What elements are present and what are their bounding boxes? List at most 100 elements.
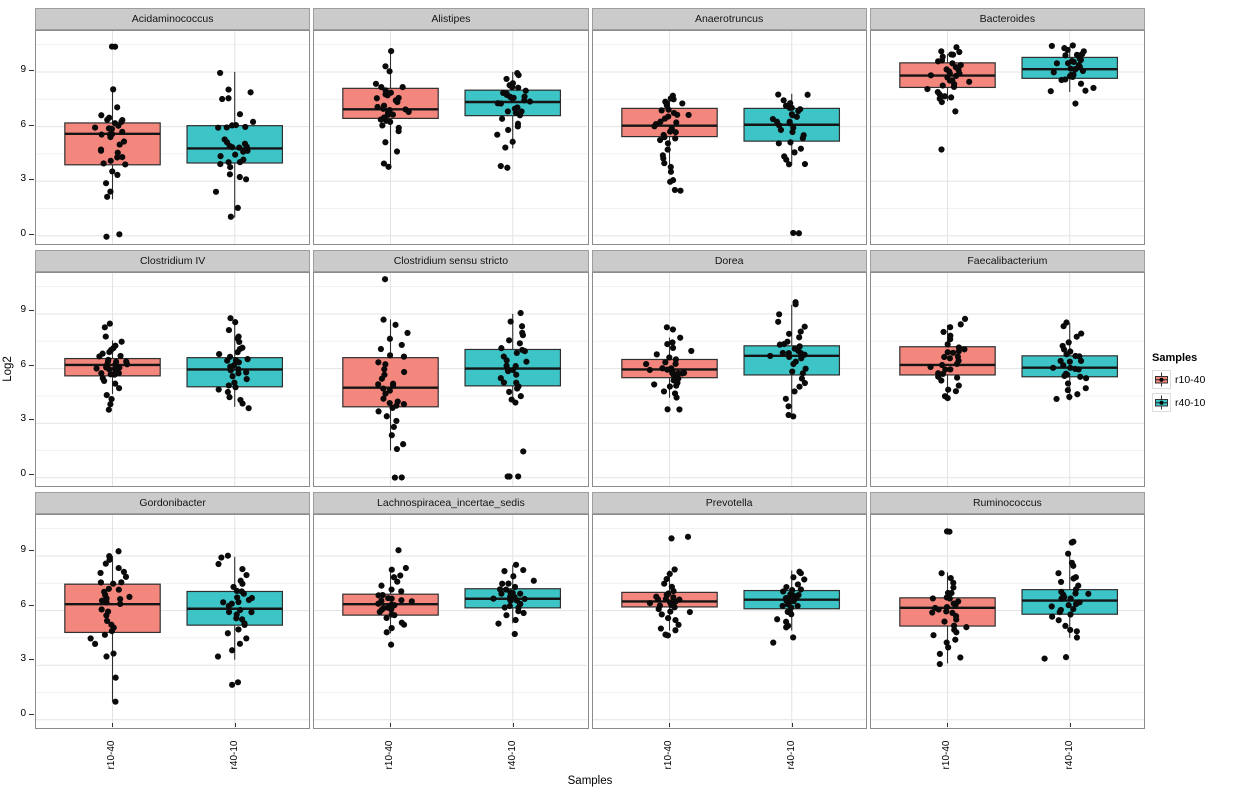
boxplot-plot-area [592, 273, 866, 486]
y-tick-mark [29, 124, 34, 126]
legend-key-boxplot-icon [1152, 393, 1171, 412]
y-tick-label: 9 [20, 303, 26, 315]
facet-strip: Gordonibacter [35, 492, 311, 514]
boxplot-plot-area [36, 515, 310, 728]
boxplot-plot-area [314, 273, 588, 486]
y-tick-label: 3 [20, 173, 26, 185]
y-tick-label: 9 [20, 543, 26, 555]
facet-panel [35, 514, 311, 729]
facet-cell: Gordonibacter [35, 492, 311, 729]
facet-title: Lachnospiracea_incertae_sedis [377, 497, 525, 509]
boxplot-plot-area [592, 515, 866, 728]
facet-strip: Alistipes [313, 8, 589, 30]
y-tick-mark [29, 179, 34, 181]
x-tick-label: r10-40 [384, 740, 396, 770]
facet-title: Anaerotruncus [694, 13, 764, 25]
facet-panel [869, 30, 1145, 245]
y-tick-mark [29, 309, 34, 311]
facet-strip: Bacteroides [869, 8, 1145, 30]
boxplot-plot-area [870, 273, 1144, 486]
facet-panel [869, 514, 1145, 729]
x-tick-label: r40-10 [1063, 740, 1075, 770]
boxplot-plot-area [870, 31, 1144, 244]
y-tick-mark [29, 233, 34, 235]
facet-panel [313, 514, 589, 729]
x-tick-mark [235, 723, 237, 727]
facet-title: Faecalibacterium [967, 255, 1048, 267]
facet-title: Gordonibacter [139, 497, 206, 509]
facet-cell: Dorea [591, 250, 867, 487]
facet-grid: Acidaminococcus Alistipes Anaerotruncus Bac… [35, 8, 1145, 729]
x-tick-mark [513, 723, 515, 727]
facet-panel [591, 30, 867, 245]
x-tick-mark [946, 723, 948, 727]
facet-panel [35, 272, 311, 487]
boxplot-plot-area [36, 273, 310, 486]
x-axis-column: r10-40 r40-10 [313, 723, 588, 800]
facet-strip: Clostridium sensu stricto [313, 250, 589, 272]
facet-cell: Anaerotruncus [591, 8, 867, 245]
facet-title: Ruminococcus [972, 497, 1042, 509]
y-tick-label: 3 [20, 413, 26, 425]
legend-title: Samples [1152, 352, 1198, 364]
legend: Samples r10-40 r40-10 [1152, 352, 1238, 416]
facet-strip: Anaerotruncus [591, 8, 867, 30]
facet-panel [591, 272, 867, 487]
facet-strip: Acidaminococcus [35, 8, 311, 30]
y-tick-mark [29, 419, 34, 421]
facet-strip: Dorea [591, 250, 867, 272]
x-axis-column: r10-40 r40-10 [592, 723, 867, 800]
facet-title: Dorea [714, 255, 744, 267]
y-axis-title-text: Log2 [2, 356, 14, 382]
facet-cell: Faecalibacterium [869, 250, 1145, 487]
y-tick-mark [29, 604, 34, 606]
x-tick-mark [390, 723, 392, 727]
facet-title: Bacteroides [979, 13, 1036, 25]
facet-cell: Clostridium IV [35, 250, 311, 487]
legend-item: r10-40 [1152, 370, 1238, 389]
facet-cell: Bacteroides [869, 8, 1145, 245]
x-axis: r10-40 r40-10 r10-40 r40-10 r10-40 r40-10 r10-… [35, 723, 1145, 800]
y-tick-label: 6 [20, 118, 26, 130]
y-tick-mark [29, 659, 34, 661]
legend-key-boxplot-icon [1152, 370, 1171, 389]
legend-item-label: r10-40 [1175, 373, 1206, 386]
x-tick-mark [668, 723, 670, 727]
x-axis-title: Samples [567, 775, 613, 787]
y-tick-label: 0 [20, 707, 26, 719]
boxplot-plot-area [314, 515, 588, 728]
facet-cell: Lachnospiracea_incertae_sedis [313, 492, 589, 729]
facet-strip: Clostridium IV [35, 250, 311, 272]
boxplot-plot-area [870, 515, 1144, 728]
x-axis-column: r10-40 r40-10 [870, 723, 1145, 800]
y-tick-label: 0 [20, 227, 26, 239]
y-tick-label: 3 [20, 653, 26, 665]
y-axis: 9 6 3 0 9 6 3 0 9 6 3 0 [0, 8, 35, 723]
x-tick-mark [791, 723, 793, 727]
x-tick-label: r10-40 [940, 740, 952, 770]
boxplot-plot-area [592, 31, 866, 244]
facet-cell: Prevotella [591, 492, 867, 729]
y-tick-mark [29, 713, 34, 715]
facet-panel [591, 514, 867, 729]
facet-strip: Ruminococcus [869, 492, 1145, 514]
x-tick-label: r40-10 [785, 740, 797, 770]
facet-title: Clostridium IV [139, 255, 206, 267]
boxplot-plot-area [36, 31, 310, 244]
y-tick-label: 6 [20, 598, 26, 610]
y-tick-mark [29, 473, 34, 475]
facet-cell: Alistipes [313, 8, 589, 245]
facet-cell: Ruminococcus [869, 492, 1145, 729]
facet-title: Alistipes [431, 13, 471, 25]
y-tick-mark [29, 69, 34, 71]
x-tick-label: r10-40 [662, 740, 674, 770]
facet-title: Prevotella [705, 497, 753, 509]
boxplot-plot-area [314, 31, 588, 244]
facet-strip: Faecalibacterium [869, 250, 1145, 272]
facet-cell: Clostridium sensu stricto [313, 250, 589, 487]
y-axis-title: Log2 [1, 348, 15, 392]
legend-item-label: r40-10 [1175, 396, 1206, 409]
facet-strip: Lachnospiracea_incertae_sedis [313, 492, 589, 514]
facet-panel [313, 272, 589, 487]
